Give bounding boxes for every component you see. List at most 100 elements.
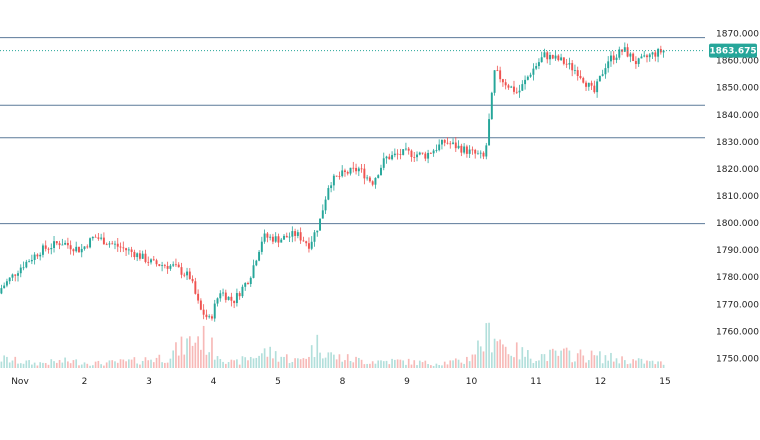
candle-body bbox=[457, 145, 460, 149]
volume-bar bbox=[313, 357, 316, 368]
candle-body bbox=[402, 149, 405, 155]
volume-bar bbox=[180, 336, 183, 368]
candle-body bbox=[271, 236, 274, 242]
volume-bar bbox=[39, 362, 42, 368]
volume-bar bbox=[266, 356, 269, 368]
candle-body bbox=[39, 254, 42, 257]
volume-bar bbox=[527, 350, 529, 368]
candle-body bbox=[288, 236, 291, 238]
volume-bar bbox=[366, 363, 368, 368]
volume-bar bbox=[576, 353, 579, 368]
candle-body bbox=[546, 52, 549, 60]
volume-bar bbox=[507, 354, 510, 368]
candle-body bbox=[141, 253, 144, 259]
candle-body bbox=[551, 54, 554, 59]
candle-body bbox=[249, 277, 252, 284]
volume-bar bbox=[44, 363, 47, 368]
volume-bar bbox=[410, 364, 413, 368]
candles bbox=[0, 42, 665, 322]
volume-bar bbox=[222, 361, 224, 368]
volume-bar bbox=[579, 349, 582, 368]
volume-bar bbox=[568, 350, 571, 368]
volume-bar bbox=[14, 356, 17, 368]
volume-bar bbox=[280, 356, 283, 368]
volume-bar bbox=[515, 342, 518, 368]
volume-bar bbox=[100, 364, 102, 368]
candle-body bbox=[399, 154, 402, 155]
candle-body bbox=[44, 245, 47, 249]
volume-bar bbox=[535, 361, 537, 368]
candle-body bbox=[452, 142, 455, 144]
x-tick-label: 5 bbox=[275, 377, 281, 387]
candle-body bbox=[360, 168, 363, 170]
y-tick-label: 1860.000 bbox=[716, 57, 759, 67]
volume-bar bbox=[177, 355, 180, 368]
candle-body bbox=[454, 142, 457, 149]
candle-body bbox=[208, 316, 211, 318]
candle-body bbox=[269, 236, 272, 238]
volume-bar bbox=[643, 363, 646, 368]
candle-body bbox=[8, 277, 11, 282]
volume-bar bbox=[502, 344, 504, 368]
volume-bar bbox=[197, 336, 199, 368]
volume-bar bbox=[188, 336, 191, 368]
volume-bar bbox=[19, 363, 22, 368]
volume-bar bbox=[302, 358, 305, 368]
candle-body bbox=[247, 283, 249, 284]
candle-body bbox=[537, 62, 540, 67]
volume-bar bbox=[119, 359, 122, 368]
candle-body bbox=[41, 245, 44, 255]
volume-bar bbox=[161, 362, 163, 368]
volume-bar bbox=[612, 361, 615, 368]
candle-body bbox=[587, 82, 590, 87]
volume-bar bbox=[53, 361, 55, 368]
candle-body bbox=[61, 244, 64, 246]
candle-body bbox=[122, 247, 125, 249]
candle-body bbox=[274, 236, 277, 242]
x-axis: Nov 2 3 4 5 8 9 10 11 12 15 bbox=[11, 377, 671, 387]
candle-body bbox=[490, 92, 493, 120]
candle-body bbox=[363, 168, 366, 179]
volume-bar bbox=[25, 360, 28, 368]
y-tick-label: 1770.000 bbox=[716, 300, 759, 310]
x-tick-label: 3 bbox=[146, 377, 152, 387]
volume-bar bbox=[94, 361, 97, 368]
candle-body bbox=[623, 47, 626, 52]
x-tick-label: 12 bbox=[595, 377, 606, 387]
volume-bar bbox=[604, 355, 607, 368]
candle-body bbox=[590, 82, 593, 86]
candle-body bbox=[596, 81, 599, 93]
candle-body bbox=[335, 175, 338, 177]
candle-body bbox=[285, 235, 288, 238]
candle-body bbox=[307, 243, 310, 249]
volume-bar bbox=[128, 359, 130, 368]
candle-body bbox=[75, 246, 78, 252]
candle-body bbox=[33, 254, 36, 260]
volume-bar bbox=[388, 364, 391, 368]
y-tick-label: 1760.000 bbox=[716, 327, 759, 337]
candle-body bbox=[299, 232, 302, 241]
candle-body bbox=[224, 292, 227, 300]
x-tick-label: 11 bbox=[530, 377, 541, 387]
candle-body bbox=[374, 177, 377, 185]
candle-body bbox=[155, 260, 158, 265]
candle-body bbox=[488, 119, 491, 146]
candle-body bbox=[612, 55, 615, 60]
volume-bar bbox=[213, 359, 216, 368]
volume-bar bbox=[261, 353, 263, 368]
candle-body bbox=[30, 259, 33, 262]
candle-body bbox=[549, 54, 551, 60]
candle-body bbox=[258, 251, 261, 261]
candle-body bbox=[468, 149, 471, 154]
candle-body bbox=[310, 241, 313, 249]
volume-bar bbox=[344, 360, 346, 368]
candle-body bbox=[296, 232, 299, 236]
candle-body bbox=[424, 153, 427, 159]
candle-body bbox=[241, 286, 244, 297]
x-tick-label: 9 bbox=[404, 377, 410, 387]
volume-bar bbox=[230, 359, 233, 368]
y-tick-label: 1870.000 bbox=[716, 30, 759, 40]
candle-body bbox=[432, 150, 435, 154]
volume-bar bbox=[551, 348, 554, 368]
candle-body bbox=[80, 248, 83, 253]
